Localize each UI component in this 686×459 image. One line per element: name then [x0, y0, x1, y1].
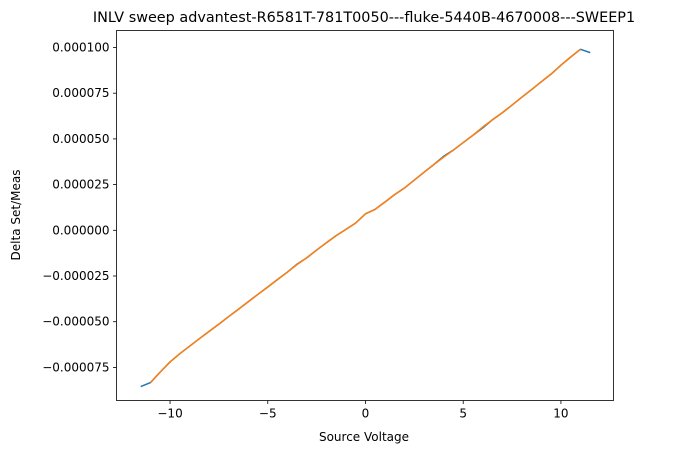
chart-title: INLV sweep advantest-R6581T-781T0050---f…	[93, 10, 635, 26]
x-axis-label: Source Voltage	[319, 430, 409, 444]
series-line-0	[140, 48, 591, 388]
y-tick-label: 0.000050	[52, 132, 109, 146]
y-tick-label: 0.000025	[52, 178, 109, 192]
plot-area	[140, 48, 591, 388]
y-tick-label: −0.000075	[42, 360, 109, 374]
axes-frame	[116, 30, 614, 401]
x-axis: −10 −5 0 5 10	[157, 400, 569, 421]
series-line-1	[149, 48, 581, 384]
x-tick-label: 0	[362, 407, 370, 421]
x-tick-label: −10	[157, 407, 182, 421]
y-tick-label: −0.000025	[42, 269, 109, 283]
y-tick-label: 0.000075	[52, 86, 109, 100]
x-tick-label: 5	[459, 407, 467, 421]
y-axis-label: Delta Set/Meas	[9, 170, 23, 261]
y-tick-label: 0.000000	[52, 223, 109, 237]
y-tick-label: 0.000100	[52, 41, 109, 55]
x-tick-label: 10	[553, 407, 568, 421]
y-axis: −0.000075 −0.000050 −0.000025 0.000000 0.000…	[42, 41, 117, 374]
y-tick-label: −0.000050	[42, 315, 109, 329]
x-tick-label: −5	[259, 407, 277, 421]
